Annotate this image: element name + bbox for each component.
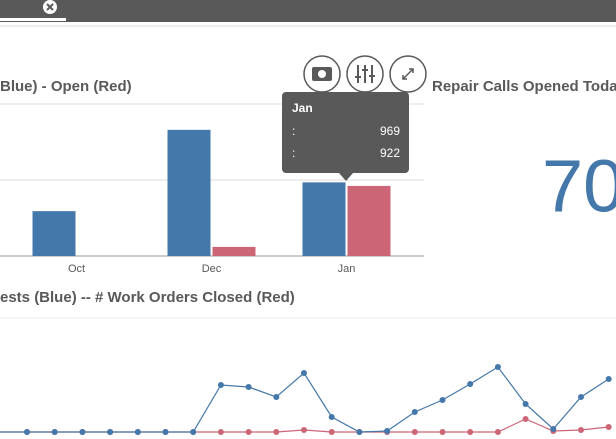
point — [467, 429, 474, 435]
point — [162, 429, 169, 435]
point — [578, 427, 584, 433]
point — [522, 401, 529, 407]
tooltip-title: Jan — [292, 101, 313, 115]
point — [328, 429, 335, 435]
point — [245, 429, 252, 435]
bar — [167, 129, 211, 256]
point — [467, 381, 474, 387]
bar-chart-title: Blue) - Open (Red) — [0, 78, 132, 95]
bar — [302, 182, 346, 256]
tooltip-arrow — [339, 173, 353, 181]
point — [107, 429, 114, 435]
point — [439, 397, 446, 403]
point — [134, 429, 141, 435]
point — [51, 429, 58, 435]
point — [439, 429, 446, 435]
bar — [347, 185, 391, 256]
point — [301, 370, 307, 376]
tooltip-value: 969 — [380, 124, 400, 138]
tab-bar — [0, 0, 616, 22]
point — [605, 424, 612, 430]
point — [578, 394, 584, 400]
point — [328, 414, 335, 420]
tooltip-box — [282, 92, 409, 173]
active-tab[interactable] — [0, 18, 66, 21]
x-tick-label: Oct — [68, 263, 85, 275]
point — [605, 376, 612, 382]
tooltip: Jan: 969: 922 — [282, 92, 409, 181]
point — [411, 429, 418, 435]
kpi-title: Repair Calls Opened Toda — [432, 78, 616, 95]
tooltip-value: 922 — [380, 146, 400, 160]
point — [301, 427, 307, 433]
point — [24, 429, 30, 435]
point — [384, 428, 391, 434]
point — [411, 409, 418, 415]
bar — [32, 211, 76, 256]
x-tick-label: Jan — [338, 263, 356, 275]
close-tab[interactable] — [43, 0, 57, 14]
point — [550, 426, 557, 432]
point — [217, 382, 224, 388]
snapshot-button[interactable] — [303, 55, 341, 93]
point — [190, 429, 197, 435]
point — [273, 429, 280, 435]
kpi-value: 70 — [542, 145, 616, 228]
expand-button[interactable] — [389, 55, 427, 93]
point — [79, 429, 86, 435]
point — [356, 429, 363, 435]
point — [522, 416, 529, 422]
x-tick-label: Dec — [202, 263, 222, 275]
tooltip-separator: : — [292, 124, 295, 138]
point — [494, 429, 501, 435]
line-chart-title: ests (Blue) -- # Work Orders Closed (Red… — [0, 289, 295, 306]
point — [494, 364, 501, 370]
tooltip-separator: : — [292, 146, 295, 160]
bar — [212, 246, 256, 256]
point — [273, 394, 280, 400]
point — [217, 429, 224, 435]
settings-button[interactable] — [346, 55, 384, 93]
point — [245, 384, 252, 390]
